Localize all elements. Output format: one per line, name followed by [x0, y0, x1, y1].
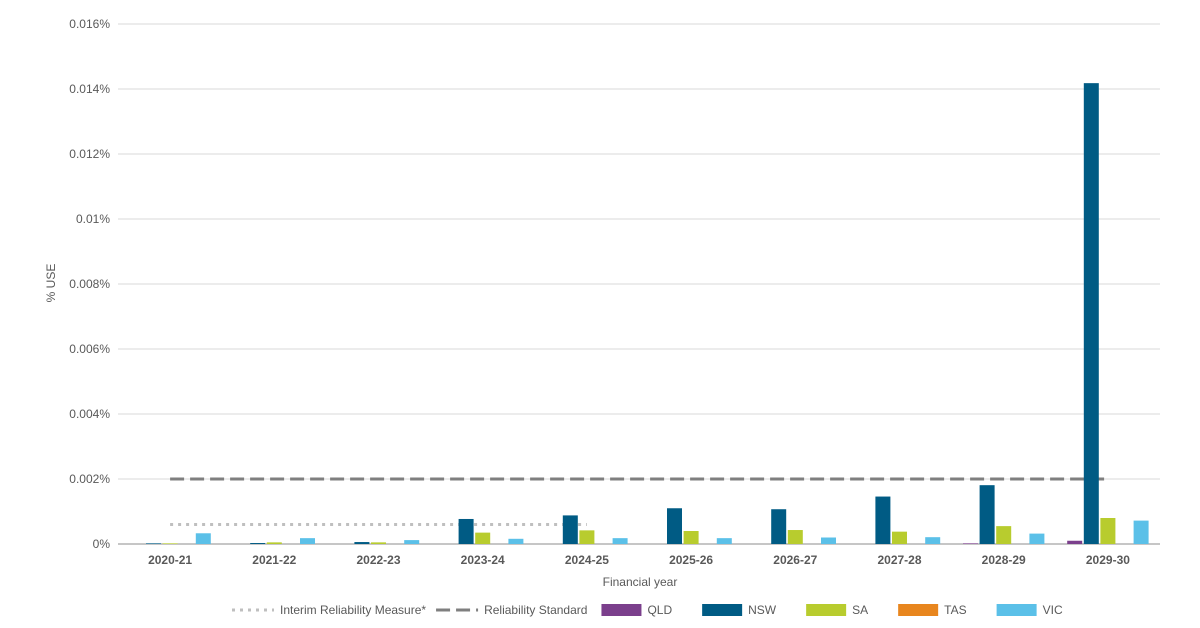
legend-swatch-tas: [898, 604, 939, 616]
legend-swatch-vic: [996, 604, 1037, 616]
legend-label: QLD: [647, 603, 672, 617]
legend-label: TAS: [944, 603, 966, 617]
legend-label: Reliability Standard: [484, 603, 587, 617]
bar-nsw: [875, 496, 891, 544]
x-tick-label: 2025-26: [669, 553, 713, 567]
y-tick-label: 0.004%: [69, 407, 110, 421]
y-tick-label: 0.012%: [69, 147, 110, 161]
y-axis-ticks: 0% 0.002% 0.004% 0.006% 0.008% 0.01% 0.012% 0.0…: [69, 17, 110, 551]
x-tick-label: 2022-23: [356, 553, 400, 567]
legend-label: VIC: [1043, 603, 1063, 617]
y-tick-label: 0.002%: [69, 472, 110, 486]
legend-swatch-qld: [601, 604, 642, 616]
bar-qld: [1067, 540, 1083, 544]
bar-nsw: [250, 543, 266, 544]
y-tick-label: 0.006%: [69, 342, 110, 356]
bar-sa: [475, 532, 491, 544]
bar-vic: [1133, 520, 1149, 544]
legend-swatch-sa: [806, 604, 847, 616]
y-tick-label: 0.008%: [69, 277, 110, 291]
y-axis-title: % USE: [44, 264, 58, 303]
bars: [146, 83, 1149, 545]
bar-vic: [612, 538, 628, 544]
bar-sa: [892, 531, 907, 544]
legend-label: Interim Reliability Measure*: [280, 603, 426, 617]
y-tick-label: 0%: [93, 537, 111, 551]
bar-nsw: [979, 485, 995, 544]
y-tick-label: 0.014%: [69, 82, 110, 96]
bar-sa: [266, 542, 282, 544]
bar-vic: [1029, 533, 1045, 544]
bar-nsw: [771, 509, 787, 544]
bar-nsw: [458, 518, 474, 544]
bar-sa: [1100, 518, 1116, 544]
x-tick-label: 2024-25: [565, 553, 609, 567]
bar-nsw: [354, 542, 370, 544]
y-tick-label: 0.016%: [69, 17, 110, 31]
bar-vic: [821, 537, 836, 544]
x-axis-ticks: 2020-21 2021-22 2022-23 2023-24 2024-25 2025-…: [148, 553, 1130, 567]
bar-vic: [195, 533, 211, 544]
bar-vic: [300, 538, 315, 544]
x-tick-label: 2026-27: [773, 553, 817, 567]
bar-sa: [996, 526, 1012, 544]
bar-nsw: [146, 543, 161, 544]
legend-label: NSW: [748, 603, 777, 617]
bar-sa: [579, 530, 595, 544]
bar-vic: [716, 538, 732, 544]
x-tick-label: 2027-28: [877, 553, 921, 567]
bar-nsw: [667, 508, 682, 544]
gridlines: [118, 23, 1160, 545]
bar-vic: [404, 540, 420, 544]
x-tick-label: 2021-22: [252, 553, 296, 567]
legend: Interim Reliability Measure* Reliability …: [232, 603, 1063, 617]
x-axis-title: Financial year: [603, 575, 678, 589]
x-tick-label: 2028-29: [982, 553, 1026, 567]
bar-sa: [371, 542, 386, 544]
x-tick-label: 2023-24: [461, 553, 505, 567]
legend-label: SA: [852, 603, 868, 617]
bar-vic: [925, 537, 941, 544]
bar-nsw: [562, 515, 578, 544]
bar-sa: [162, 543, 178, 544]
legend-swatch-nsw: [702, 604, 743, 616]
bar-nsw: [1083, 83, 1099, 545]
bar-sa: [787, 530, 803, 544]
bar-qld: [963, 543, 978, 544]
bar-vic: [508, 538, 524, 544]
reference-lines: [170, 477, 1108, 526]
bar-sa: [683, 531, 699, 544]
y-tick-label: 0.01%: [76, 212, 110, 226]
x-tick-label: 2020-21: [148, 553, 192, 567]
x-tick-label: 2029-30: [1086, 553, 1130, 567]
